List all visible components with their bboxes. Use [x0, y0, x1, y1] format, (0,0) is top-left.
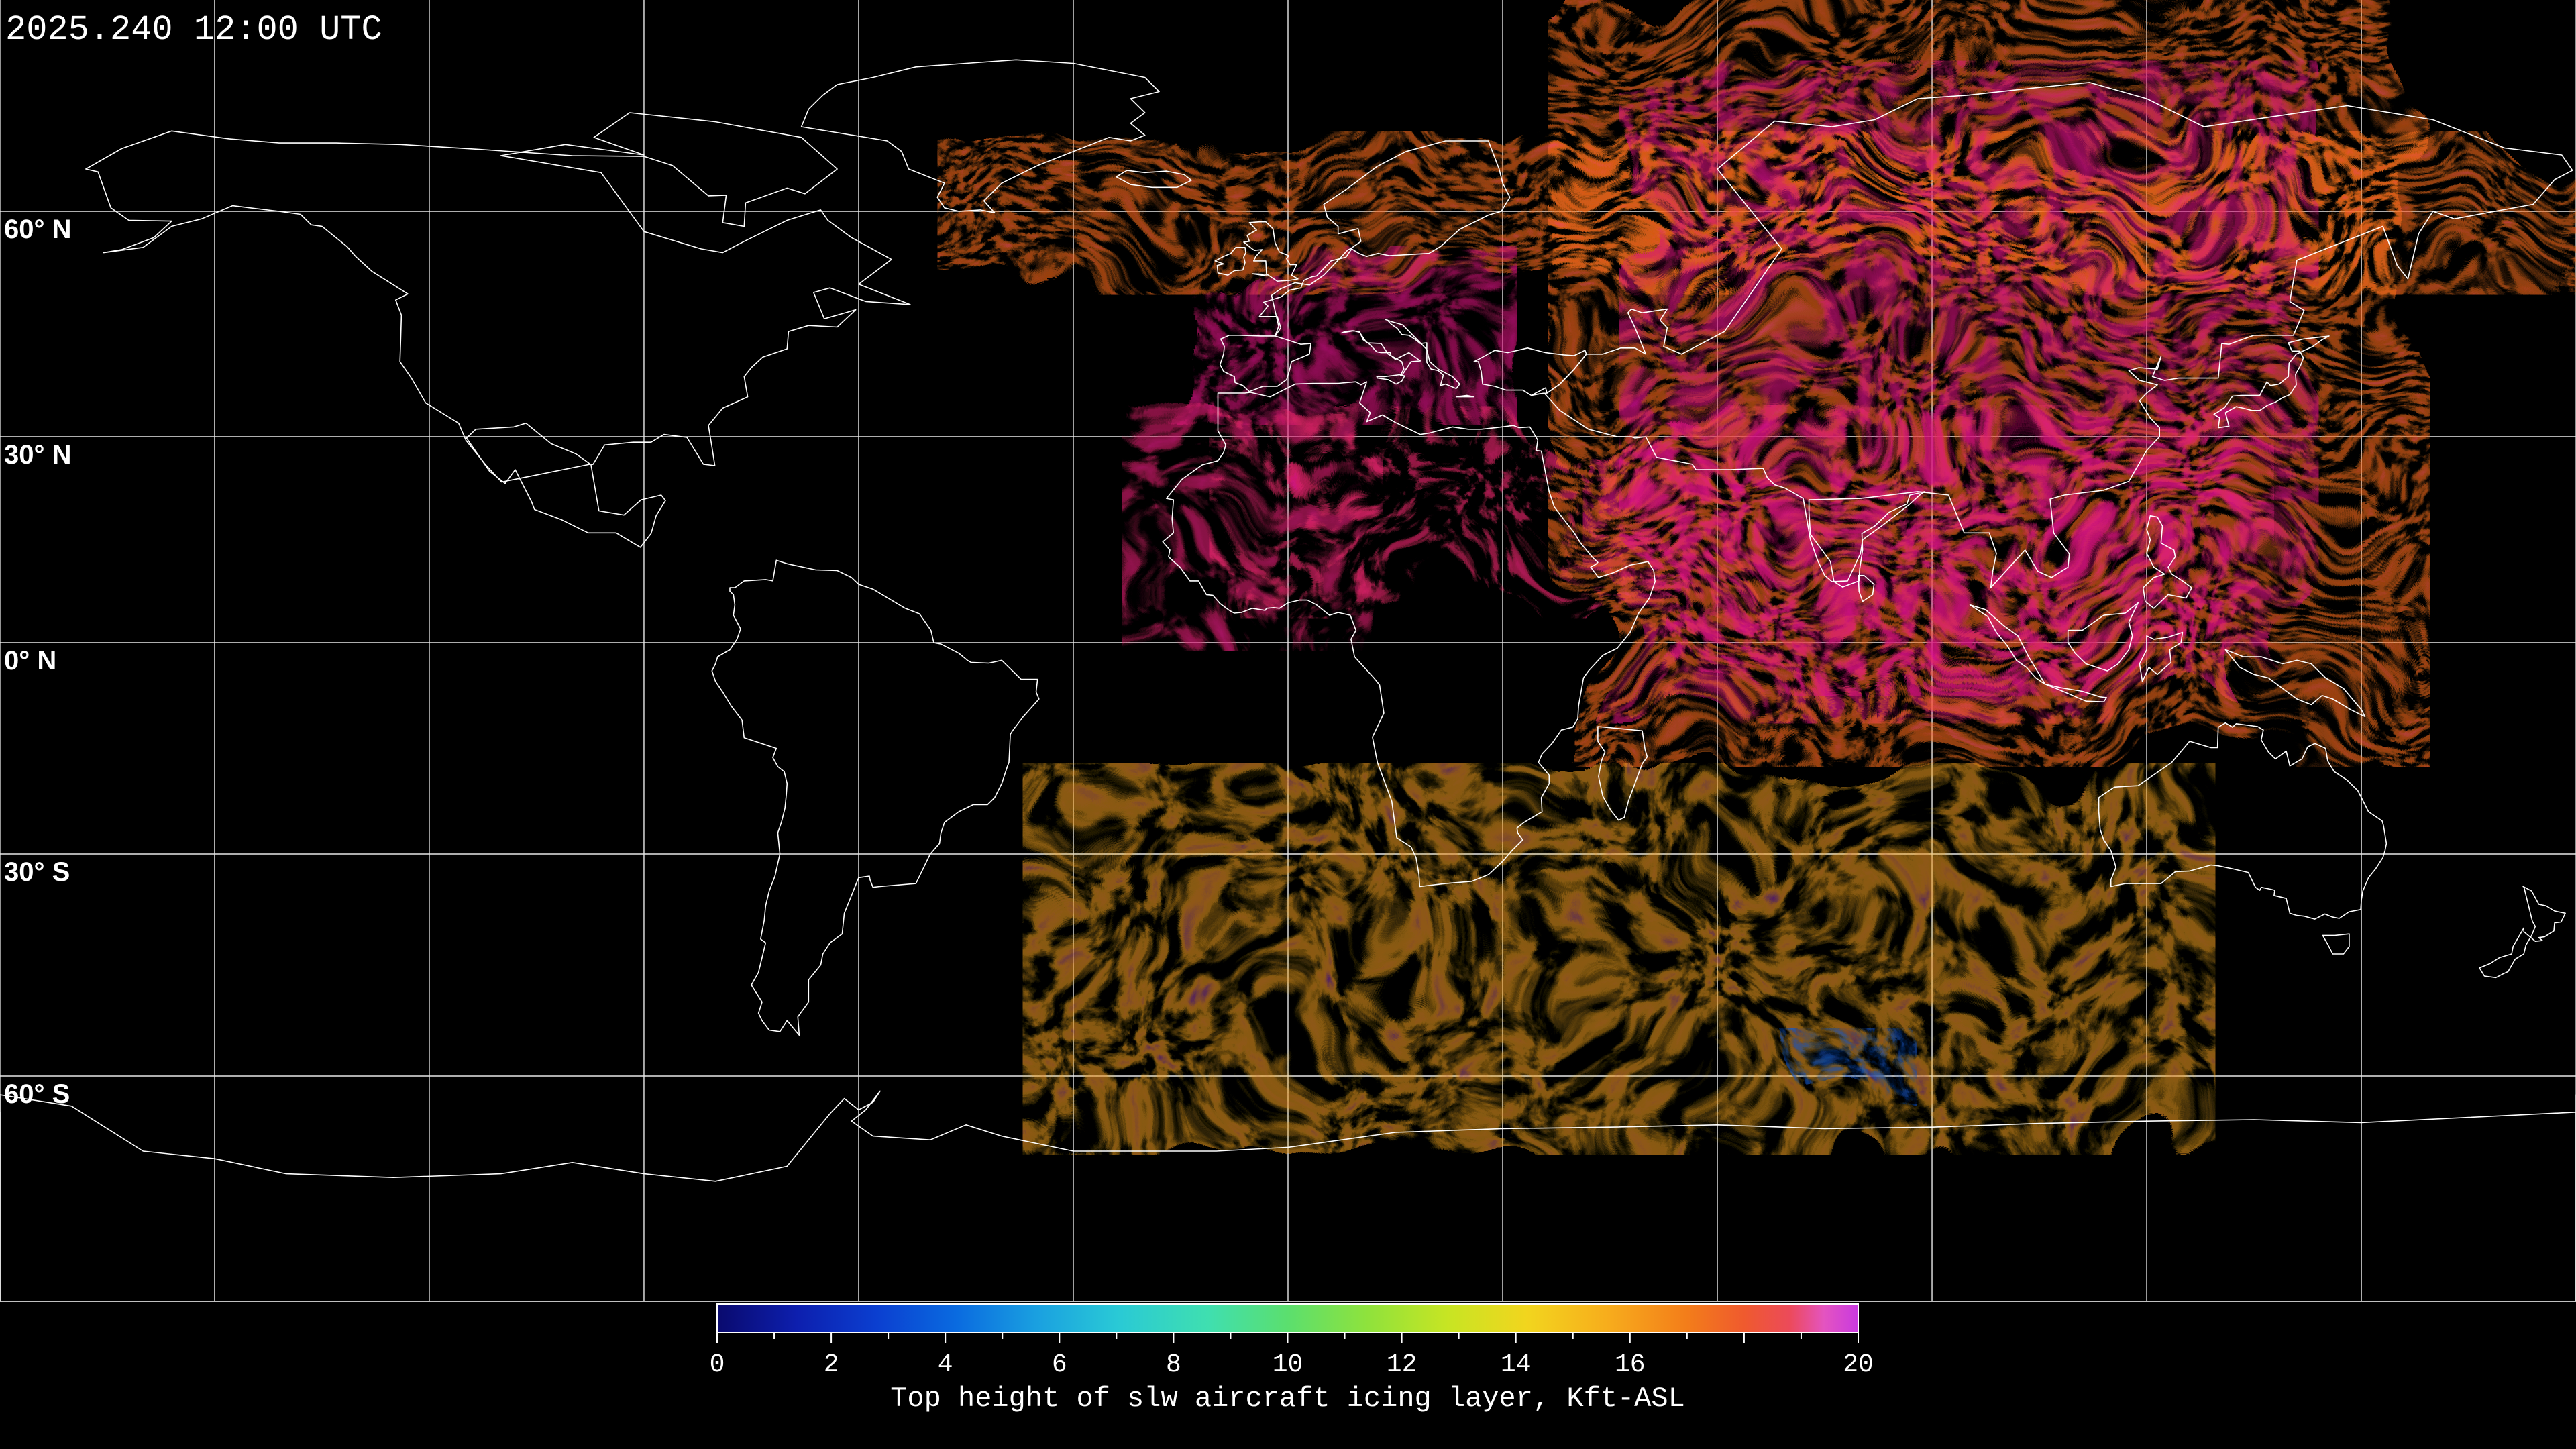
svg-text:6: 6 [1052, 1350, 1067, 1379]
svg-text:2025.240 12:00 UTC: 2025.240 12:00 UTC [5, 10, 382, 50]
svg-text:16: 16 [1615, 1350, 1646, 1379]
svg-text:60° S: 60° S [4, 1079, 70, 1109]
svg-text:30° N: 30° N [4, 440, 72, 470]
svg-text:30° S: 30° S [4, 857, 70, 887]
svg-text:8: 8 [1166, 1350, 1181, 1379]
svg-text:60° N: 60° N [4, 215, 72, 244]
svg-text:10: 10 [1273, 1350, 1303, 1379]
svg-text:Top height of slw aircraft ici: Top height of slw aircraft icing layer, … [890, 1383, 1685, 1415]
svg-text:20: 20 [1843, 1350, 1874, 1379]
svg-text:0° N: 0° N [4, 646, 56, 676]
svg-text:2: 2 [824, 1350, 839, 1379]
svg-text:0: 0 [710, 1350, 725, 1379]
svg-text:12: 12 [1387, 1350, 1417, 1379]
svg-text:4: 4 [938, 1350, 953, 1379]
svg-text:14: 14 [1501, 1350, 1532, 1379]
